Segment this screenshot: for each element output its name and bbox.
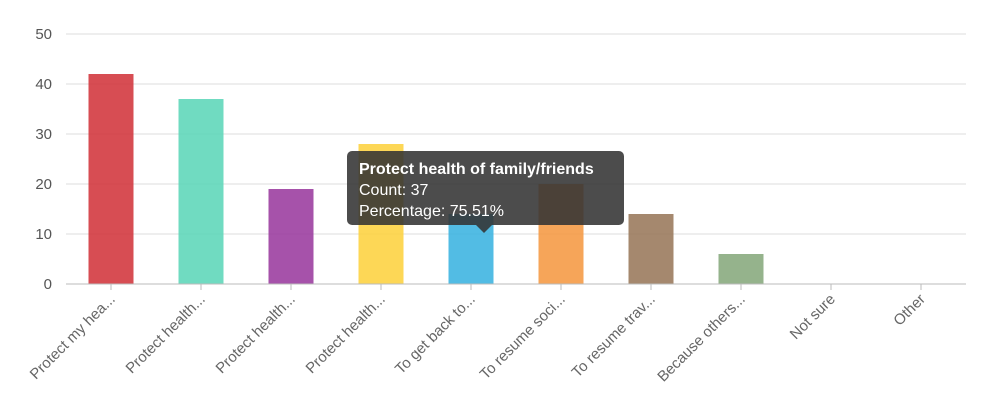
y-tick-label: 0: [44, 276, 52, 293]
tooltip: Protect health of family/friends Count: …: [347, 151, 624, 233]
tooltip-pointer: [476, 225, 492, 233]
x-category-label: To resume soci...: [477, 291, 569, 383]
bar[interactable]: [268, 189, 314, 284]
x-category-label: Protect health...: [213, 291, 299, 377]
y-tick-label: 10: [35, 226, 52, 243]
x-axis-ticks: [110, 284, 922, 290]
y-tick-label: 20: [35, 176, 52, 193]
bar[interactable]: [178, 99, 224, 284]
y-tick-label: 50: [35, 26, 52, 43]
tooltip-count: Count: 37: [359, 182, 429, 199]
tooltip-title: Protect health of family/friends: [359, 161, 594, 178]
x-category-label: Protect my hea...: [27, 291, 119, 383]
tooltip-percentage: Percentage: 75.51%: [359, 203, 504, 220]
x-category-label: Not sure: [787, 291, 839, 343]
x-category-label: Because others...: [654, 291, 749, 386]
y-axis-tick-labels: 0 10 20 30 40 50: [35, 26, 52, 293]
x-category-label: To resume trav...: [569, 291, 659, 381]
x-axis-category-labels: Protect my hea... Protect health... Protec…: [27, 291, 929, 386]
bar[interactable]: [628, 214, 674, 284]
x-category-label: To get back to...: [392, 291, 479, 378]
x-category-label: Other: [890, 291, 929, 330]
bar[interactable]: [88, 74, 134, 284]
y-tick-label: 30: [35, 126, 52, 143]
bar[interactable]: [718, 254, 764, 284]
y-tick-label: 40: [35, 76, 52, 93]
x-category-label: Protect health...: [303, 291, 389, 377]
x-category-label: Protect health...: [123, 291, 209, 377]
